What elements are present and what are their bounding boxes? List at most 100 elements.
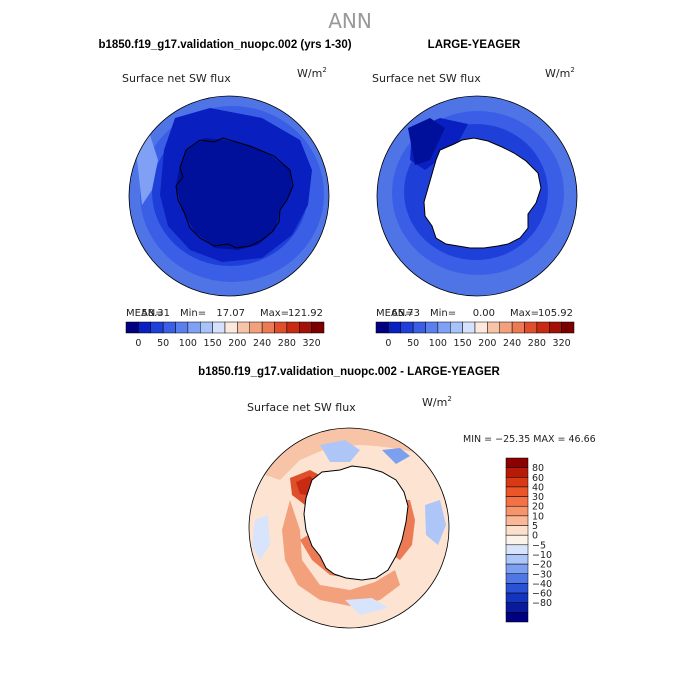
panel-b-coastline (423, 137, 542, 249)
diff-colorbar-swatch (505, 544, 529, 555)
diff-colorbar-swatch (505, 602, 529, 613)
panel-b-mean-label: MEAN= (376, 308, 414, 319)
panel-b-field-min (408, 118, 445, 165)
diff-colorbar-tick-label: 0 (532, 531, 538, 542)
panel-b-colorbar-swatch (561, 321, 575, 334)
diff-colorbar-swatch (505, 467, 529, 478)
panel-a-colorbar-swatch (200, 321, 213, 334)
panel-a-colorbar-swatch (138, 321, 151, 334)
panel-a-mean-value: 58.31 (141, 308, 170, 319)
panel-b-colorbar-tick-label: 0 (385, 338, 391, 349)
panel-a-coastline (175, 137, 294, 249)
panel-b-colorbar-tick-label: 280 (528, 338, 546, 349)
panel-a-colorbar-tick-label: 200 (228, 338, 246, 349)
diff-colorbar-swatch (505, 486, 529, 497)
diff-panel-title: b1850.f19_g17.validation_nuopc.002 - LAR… (198, 366, 500, 378)
diff-colorbar-swatch (505, 525, 529, 536)
panel-a-colorbar-swatch (187, 321, 201, 334)
panel-b-colorbar-swatch (388, 321, 401, 334)
diff-field-cool-north (320, 440, 360, 462)
season-title: ANN (328, 9, 372, 33)
panel-a-colorbar-swatch (212, 321, 226, 334)
panel-b-colorbar: 0 50 100 150 200 240 280 320 (375, 321, 575, 349)
panel-a-title: b1850.f19_g17.validation_nuopc.002 (yrs … (98, 39, 351, 51)
panel-a-colorbar-tick-label: 50 (157, 338, 169, 349)
diff-colorbar-swatch (505, 592, 529, 603)
panel-b-colorbar-tick-label: 320 (553, 338, 571, 349)
diff-landmask (304, 466, 408, 580)
panel-a-colorbar-swatch (162, 321, 176, 334)
panel-a-colorbar-swatch (249, 321, 263, 334)
panel-b-colorbar-swatch (462, 321, 476, 334)
panel-b-colorbar-swatch (450, 321, 463, 334)
panel-b-colorbar-tick-label: 240 (503, 338, 521, 349)
panel-b-colorbar-swatch (400, 321, 414, 334)
diff-colorbar-tick-label: −5 (532, 540, 546, 551)
diff-coastline (303, 465, 409, 581)
panel-b-colorbar-swatch (499, 321, 513, 334)
panel-b-map (376, 95, 578, 297)
diff-panel-map (248, 427, 450, 629)
panel-b-units: W/m2 (545, 66, 575, 80)
panel-a-min-label: Min= (180, 308, 206, 319)
panel-a-colorbar-tick-label: 100 (179, 338, 197, 349)
panel-a-colorbar-swatch (261, 321, 275, 334)
diff-colorbar-tick-label: −30 (532, 569, 552, 580)
diff-colorbar-tick-label: 60 (532, 473, 544, 484)
panel-a-mean-label: MEAN= (126, 308, 164, 319)
panel-a-colorbar-tick-label: 320 (303, 338, 321, 349)
panel-b-colorbar-swatch (511, 321, 525, 334)
panel-b-mean-value: 65.73 (391, 308, 420, 319)
diff-colorbar-swatch (505, 554, 529, 565)
panel-b-max-value: 105.92 (538, 308, 573, 319)
panel-a-colorbar-swatch (299, 321, 312, 334)
panel-a-stats: MEAN= 58.31 Min= 17.07 Max= 121.92 (126, 308, 323, 319)
panel-b-colorbar-swatch (375, 321, 389, 334)
diff-colorbar-tick-label: 5 (532, 521, 538, 532)
panel-a-map (128, 95, 330, 297)
panel-b-variable: Surface net SW flux (372, 72, 481, 85)
panel-b-min-value: 0.00 (473, 308, 495, 319)
panel-a-colorbar-swatch (237, 321, 250, 334)
panel-b-colorbar-tick-label: 200 (478, 338, 496, 349)
panel-a-max-value: 121.92 (288, 308, 323, 319)
panel-b-colorbar-tick-label: 50 (407, 338, 419, 349)
diff-colorbar-swatch (505, 515, 529, 526)
diff-colorbar-tick-label: 20 (532, 502, 544, 513)
panel-b-colorbar-swatch (425, 321, 439, 334)
diff-colorbar-tick-label: −60 (532, 589, 552, 600)
panel-a-max-label: Max= (260, 308, 289, 319)
diff-colorbar-swatch (505, 612, 529, 623)
panel-a-colorbar-swatch (150, 321, 164, 334)
panel-a-colorbar-tick-label: 240 (253, 338, 271, 349)
diff-colorbar-swatch (505, 477, 529, 488)
panel-a-field-min (176, 138, 292, 250)
diff-panel-units: W/m2 (422, 395, 452, 409)
panel-b-max-label: Max= (510, 308, 539, 319)
panel-b-colorbar-swatch (412, 321, 426, 334)
panel-a-colorbar-swatch (175, 321, 189, 334)
panel-b-colorbar-swatch (549, 321, 562, 334)
diff-field-cool-west (252, 515, 270, 560)
panel-b-colorbar-swatch (524, 321, 538, 334)
panel-b-title: LARGE-YEAGER (428, 39, 521, 51)
diff-colorbar-tick-label: 30 (532, 492, 544, 503)
diff-colorbar-tick-label: 80 (532, 463, 544, 474)
diff-field-cool-east (425, 500, 446, 545)
diff-colorbar-tick-label: 10 (532, 511, 544, 522)
diff-colorbar-swatch (505, 534, 529, 546)
diff-colorbar-swatch (505, 505, 529, 517)
panel-a-colorbar-tick-label: 150 (204, 338, 222, 349)
panel-a-colorbar-swatch (286, 321, 300, 334)
panel-a-colorbar-tick-label: 0 (135, 338, 141, 349)
panel-b-stats: MEAN= 65.73 Min= 0.00 Max= 105.92 (376, 308, 573, 319)
panel-b-map-border (376, 95, 578, 297)
panel-a-colorbar-swatch (125, 321, 139, 334)
panel-a-colorbar: 0 50 100 150 200 240 280 320 (125, 321, 325, 349)
panel-a-map-border (128, 95, 330, 297)
diff-colorbar-swatch (505, 583, 529, 594)
diff-field-warm-ring (282, 500, 400, 606)
diff-field-cool-ne (382, 448, 410, 464)
